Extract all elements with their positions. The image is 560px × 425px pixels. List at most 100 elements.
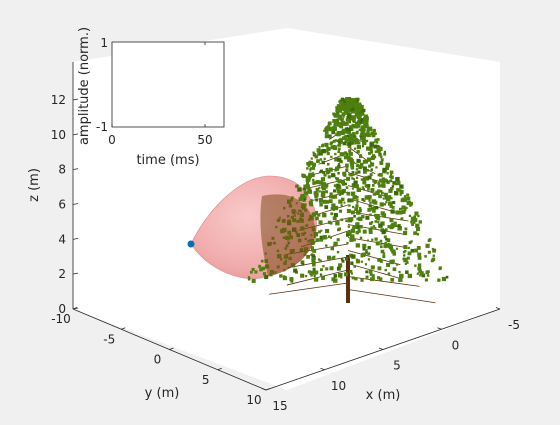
tree-foliage-point xyxy=(373,141,376,144)
tree-foliage-point xyxy=(350,234,355,239)
tree-foliage-point xyxy=(390,209,395,214)
tree-foliage-point xyxy=(318,220,323,225)
tree-foliage-point xyxy=(357,170,361,174)
tree-foliage-point xyxy=(303,191,309,196)
tree-foliage-point xyxy=(346,176,351,181)
tree-foliage-point xyxy=(335,123,339,127)
tree-foliage-point xyxy=(353,147,357,150)
tree-foliage-point xyxy=(352,205,355,209)
tree-foliage-point xyxy=(359,224,363,229)
tree-foliage-point xyxy=(352,226,356,230)
tree-foliage-point xyxy=(383,152,387,156)
tree-foliage-point xyxy=(247,277,251,281)
tree-foliage-point xyxy=(401,197,405,201)
tree-foliage-point xyxy=(382,184,386,188)
tree-foliage-point xyxy=(373,181,377,185)
tree-foliage-point xyxy=(335,205,339,209)
tree-foliage-point xyxy=(395,224,398,227)
tree-foliage-point xyxy=(323,157,326,161)
tree-foliage-point xyxy=(307,270,311,274)
tree-foliage-point xyxy=(308,187,311,190)
tree-foliage-point xyxy=(365,270,369,274)
x-tick-label: 10 xyxy=(331,379,346,393)
tree-foliage-point xyxy=(380,242,383,245)
tree-foliage-point xyxy=(314,194,318,199)
inset-xtick-0: 0 xyxy=(108,133,116,147)
tree-foliage-point xyxy=(375,141,379,144)
tree-foliage-point xyxy=(319,158,323,161)
tree-foliage-point xyxy=(325,170,330,175)
tree-foliage-point xyxy=(324,134,329,139)
tree-foliage-point xyxy=(345,118,350,122)
tree-foliage-point xyxy=(399,207,402,211)
tree-foliage-point xyxy=(356,114,361,120)
tree-foliage-point xyxy=(349,237,354,242)
z-axis-label: z (m) xyxy=(27,168,42,202)
tree-foliage-point xyxy=(313,153,317,156)
tree-foliage-point xyxy=(390,277,395,282)
tree-foliage-point xyxy=(337,272,343,278)
tree-foliage-point xyxy=(319,237,323,242)
axes-floor-panel xyxy=(73,250,500,390)
tree-foliage-point xyxy=(367,208,372,212)
tree-foliage-point xyxy=(332,255,336,259)
tree-foliage-point xyxy=(337,228,341,231)
tree-foliage-point xyxy=(341,180,346,185)
tree-foliage-point xyxy=(254,270,258,274)
x-tick-label: 5 xyxy=(393,359,401,373)
tree-foliage-point xyxy=(355,107,359,111)
tree-foliage-point xyxy=(382,213,387,218)
tree-foliage-point xyxy=(403,257,408,263)
tree-foliage-point xyxy=(419,274,422,277)
tree-foliage-point xyxy=(356,187,361,193)
tree-foliage-point xyxy=(362,243,367,248)
tree-foliage-point xyxy=(369,173,373,177)
tree-foliage-point xyxy=(315,198,319,202)
tree-foliage-point xyxy=(416,227,421,232)
tree-foliage-point xyxy=(351,118,356,122)
tree-foliage-point xyxy=(344,182,347,186)
tree-foliage-point xyxy=(327,235,331,238)
tree-foliage-point xyxy=(355,184,360,188)
tree-foliage-point xyxy=(368,204,372,208)
tree-foliage-point xyxy=(353,98,357,102)
tree-foliage-point xyxy=(354,121,358,125)
tree-foliage-point xyxy=(318,151,323,156)
tree-foliage-point xyxy=(347,119,352,124)
tree-foliage-point xyxy=(364,195,370,200)
tree-foliage-point xyxy=(352,195,357,200)
tree-foliage-point xyxy=(385,166,390,171)
tree-foliage-point xyxy=(360,134,364,138)
tree-branch xyxy=(347,276,420,287)
tree-foliage-point xyxy=(351,177,354,180)
tree-foliage-point xyxy=(334,139,338,142)
tree-foliage-point xyxy=(417,252,422,257)
tree-foliage-point xyxy=(355,222,360,227)
tree-foliage-point xyxy=(354,111,359,115)
tree-foliage-point xyxy=(358,206,362,210)
tree-foliage-point xyxy=(371,184,375,187)
tree-foliage-point xyxy=(383,235,387,239)
tree-foliage-point xyxy=(362,180,367,185)
tree-foliage-point xyxy=(367,133,371,138)
tree-foliage-point xyxy=(331,256,334,260)
tree-foliage-point xyxy=(340,258,344,261)
tree-branch xyxy=(309,204,349,217)
tree-foliage-point xyxy=(417,214,420,218)
tree-foliage-point xyxy=(307,164,311,167)
tree-foliage-point xyxy=(320,229,323,232)
tree-foliage-point xyxy=(325,168,329,171)
tree-foliage-point xyxy=(369,142,374,147)
tree-foliage-point xyxy=(332,139,336,143)
tree-foliage-point xyxy=(328,126,334,132)
tree-foliage-point xyxy=(336,238,340,242)
tree-foliage-point xyxy=(354,137,358,142)
tree-foliage-point xyxy=(325,244,328,247)
tree-foliage-point xyxy=(377,221,380,224)
tree-foliage-point xyxy=(356,210,361,215)
tree-foliage-point xyxy=(370,168,373,171)
tree-foliage-point xyxy=(424,278,428,282)
tree-foliage-point xyxy=(344,257,349,261)
tree-foliage-point xyxy=(344,121,349,126)
tree-foliage-point xyxy=(372,225,376,228)
